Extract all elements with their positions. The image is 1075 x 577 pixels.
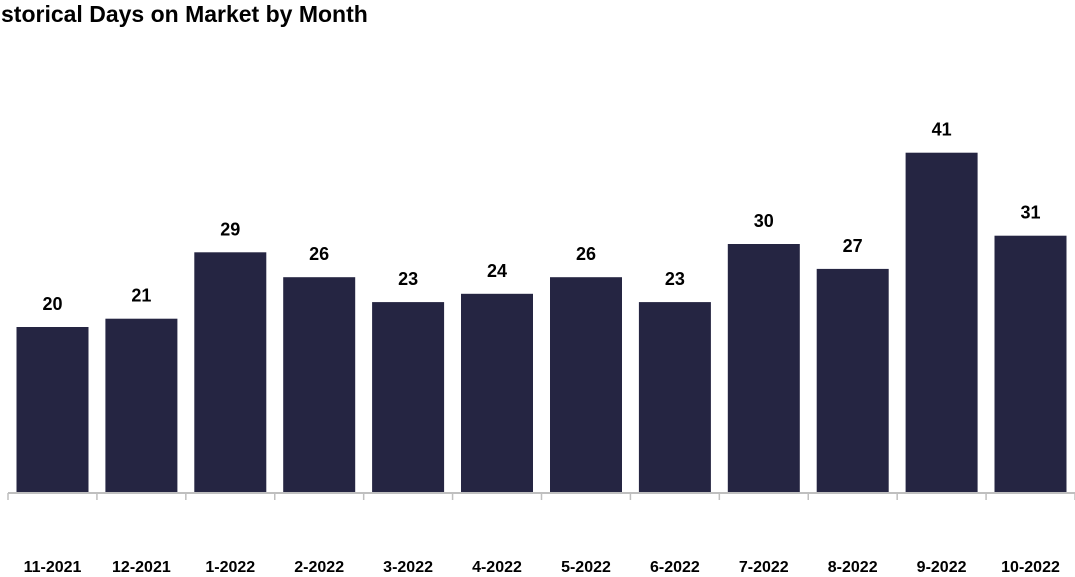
bar-12-2021 — [105, 318, 178, 493]
bars-layer — [16, 152, 1067, 493]
data-label-1-2022: 29 — [220, 219, 240, 239]
x-tick-label-6-2022: 6-2022 — [650, 559, 700, 576]
bar-11-2021 — [16, 327, 89, 493]
data-label-2-2022: 26 — [309, 244, 329, 264]
bar-4-2022 — [461, 293, 533, 493]
bar-3-2022 — [372, 302, 445, 493]
data-label-10-2022: 31 — [1020, 203, 1040, 223]
x-tick-label-11-2021: 11-2021 — [24, 559, 82, 576]
x-tick-label-8-2022: 8-2022 — [828, 559, 878, 576]
bar-9-2022 — [905, 152, 978, 493]
bar-1-2022 — [194, 252, 267, 493]
data-label-12-2021: 21 — [131, 286, 151, 306]
data-label-6-2022: 23 — [665, 269, 685, 289]
bar-6-2022 — [638, 302, 711, 493]
chart-title: Historical Days on Market by Month — [0, 1, 368, 27]
data-label-9-2022: 41 — [932, 120, 952, 140]
data-label-8-2022: 27 — [843, 236, 863, 256]
bar-10-2022 — [994, 235, 1067, 493]
data-label-4-2022: 24 — [487, 261, 507, 281]
bar-2-2022 — [283, 277, 356, 493]
x-tick-label-12-2021: 12-2021 — [112, 559, 171, 576]
data-labels-layer: 20 21 29 26 23 24 26 23 30 27 41 31 — [42, 120, 1040, 314]
x-tick-labels-layer: 11-2021 12-2021 1-2022 2-2022 3-2022 4-2022 5-… — [24, 559, 1060, 576]
data-label-5-2022: 26 — [576, 244, 596, 264]
bar-5-2022 — [550, 277, 622, 493]
x-axis — [7, 492, 1075, 500]
data-label-11-2021: 20 — [42, 294, 62, 314]
x-tick-label-2-2022: 2-2022 — [294, 559, 344, 576]
bar-8-2022 — [816, 268, 889, 493]
x-tick-label-4-2022: 4-2022 — [472, 559, 522, 576]
x-tick-label-3-2022: 3-2022 — [383, 559, 433, 576]
x-tick-label-10-2022: 10-2022 — [1001, 559, 1060, 576]
x-tick-label-5-2022: 5-2022 — [561, 559, 611, 576]
x-tick-label-7-2022: 7-2022 — [739, 559, 789, 576]
x-tick-label-9-2022: 9-2022 — [917, 559, 967, 576]
data-label-7-2022: 30 — [754, 211, 774, 231]
x-tick-label-1-2022: 1-2022 — [205, 559, 255, 576]
data-label-3-2022: 23 — [398, 269, 418, 289]
bar-7-2022 — [727, 244, 800, 493]
